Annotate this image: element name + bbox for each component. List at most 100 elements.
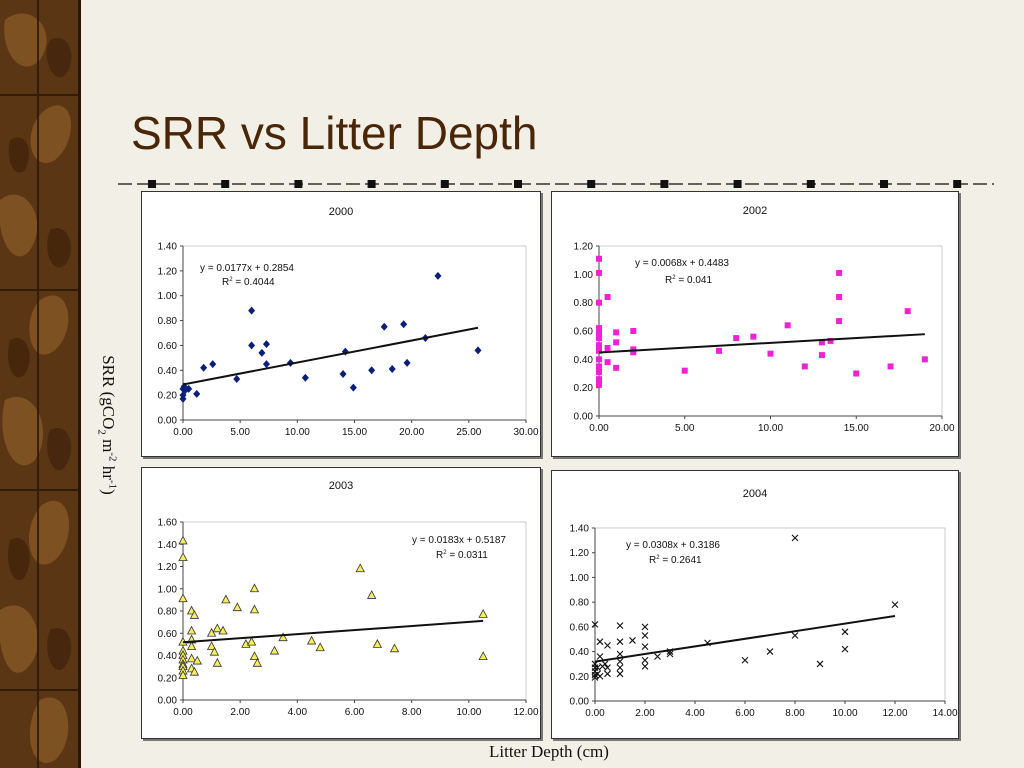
data-point: [596, 653, 604, 660]
data-point: [596, 342, 602, 349]
trend-equation: y = 0.0183x + 0.5187: [412, 535, 506, 546]
data-point: [784, 322, 791, 329]
divider-square-icon: [514, 180, 522, 188]
data-point: [189, 610, 200, 619]
data-point: [248, 306, 256, 315]
divider-square-icon: [148, 180, 156, 188]
data-point: [262, 340, 270, 349]
x-tick-label: 6.00: [735, 708, 755, 719]
data-point: [212, 623, 222, 633]
data-point: [178, 535, 188, 545]
data-point: [616, 658, 624, 665]
data-point: [178, 593, 188, 603]
data-point: [791, 534, 799, 542]
data-point: [233, 374, 241, 383]
data-point: [616, 650, 624, 658]
data-point: [666, 650, 674, 658]
data-point: [269, 645, 280, 655]
divider-square-icon: [221, 180, 230, 188]
y-tick-label: 0.60: [158, 629, 178, 640]
x-tick-label: 8.00: [785, 708, 805, 719]
data-point: [641, 656, 649, 664]
x-tick-label: 4.00: [685, 708, 705, 719]
y-tick-label: 0.40: [574, 355, 594, 366]
chart-title: 2004: [743, 488, 767, 500]
chart-title: 2003: [329, 480, 353, 492]
data-point: [200, 363, 208, 372]
chart-2000: 2000 0.00 0.20 0.40 0.60 0.80 1.00 1.20 1.40 0.00…: [158, 206, 539, 438]
data-point: [791, 632, 799, 639]
divider-square-icon: [440, 180, 449, 188]
data-point: [613, 339, 620, 346]
data-point: [596, 335, 602, 342]
decorative-sidebar: [0, 0, 81, 768]
y-tick-label: 0.00: [158, 696, 178, 707]
divider-square-icon: [953, 180, 962, 188]
data-point: [604, 670, 611, 678]
data-point: [750, 333, 757, 340]
data-point: [596, 255, 602, 262]
data-points: [179, 271, 482, 403]
x-tick-label: 8.00: [402, 707, 422, 718]
data-point: [339, 370, 347, 379]
y-tick-label: 0.40: [570, 647, 590, 658]
data-point: [596, 356, 602, 363]
data-point: [178, 552, 188, 561]
data-points: [596, 255, 928, 388]
y-tick-label: 1.40: [570, 524, 590, 535]
data-point: [641, 663, 649, 670]
data-point: [816, 660, 824, 668]
data-point: [366, 590, 377, 599]
x-tick-label: 5.00: [230, 427, 250, 438]
x-tick-label: 4.00: [288, 707, 308, 718]
data-point: [388, 365, 396, 374]
data-point: [827, 337, 834, 344]
data-point: [681, 367, 688, 374]
r-squared-label: R2 = 0.2641: [649, 555, 702, 566]
x-tick-label: 12.00: [882, 708, 907, 719]
data-point: [741, 656, 749, 664]
data-point: [186, 653, 197, 663]
trendline: [594, 614, 896, 663]
data-point: [591, 674, 599, 681]
divider-square-icon: [660, 180, 669, 188]
x-tick-label: 0.00: [585, 708, 605, 719]
data-point: [189, 666, 200, 676]
y-tick-label: 0.60: [158, 341, 178, 352]
data-point: [389, 643, 400, 653]
data-point: [641, 643, 649, 651]
data-point: [733, 335, 740, 342]
data-point: [249, 651, 260, 661]
divider-square-icon: [294, 180, 303, 188]
trendline: [182, 619, 484, 644]
x-tick-label: 15.00: [342, 427, 367, 438]
data-point: [212, 657, 222, 667]
chart-2002: 2002 0.00 0.20 0.40 0.60 0.80 1.00 1.20 0.00 5.00…: [574, 205, 955, 434]
data-point: [262, 360, 270, 369]
x-tick-label: 12.00: [513, 707, 538, 718]
data-point: [630, 328, 637, 334]
y-tick-label: 0.80: [158, 316, 178, 327]
y-tick-label: 1.40: [158, 540, 178, 551]
y-tick-label: 0.80: [570, 598, 590, 609]
y-tick-label: 0.00: [570, 697, 590, 708]
data-point: [641, 623, 649, 631]
x-tick-label: 5.00: [675, 423, 695, 434]
trendline: [182, 326, 479, 386]
data-point: [716, 347, 723, 354]
data-point: [604, 345, 611, 351]
x-tick-label: 0.00: [173, 427, 193, 438]
data-point: [206, 627, 217, 637]
data-point: [616, 622, 624, 630]
leaf-pattern: [0, 0, 78, 768]
data-point: [596, 363, 602, 370]
data-point: [904, 308, 911, 315]
y-tick-label: 0.40: [158, 366, 178, 377]
data-point: [616, 638, 624, 646]
data-point: [887, 363, 894, 370]
data-point: [604, 359, 611, 366]
data-point: [641, 632, 649, 639]
data-point: [596, 369, 602, 376]
chart-panel-2002: 2002 0.00 0.20 0.40 0.60 0.80 1.00 1.20 0.00 5.00…: [551, 191, 959, 457]
x-tick-label: 30.00: [513, 427, 538, 438]
